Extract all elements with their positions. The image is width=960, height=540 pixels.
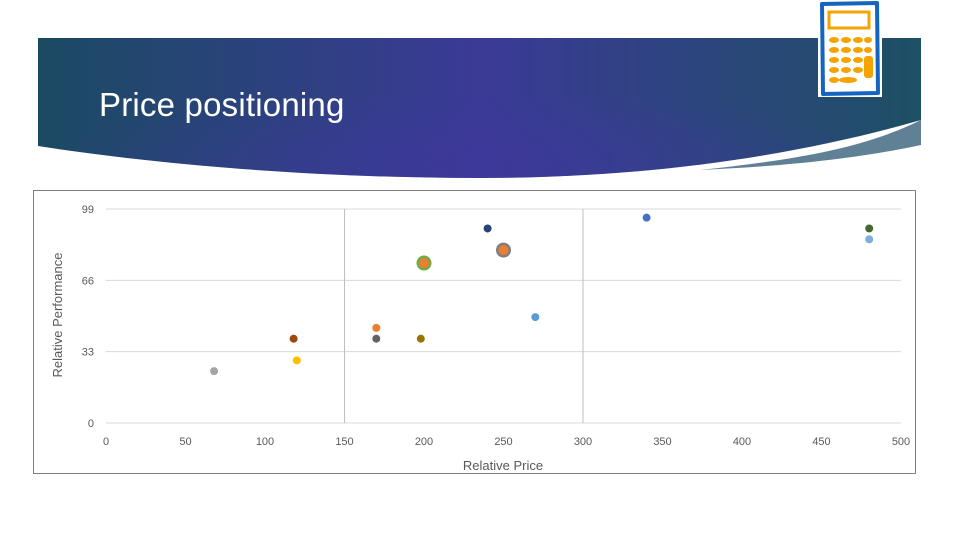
chart-plot-area: 0 50 100 150 200 250 300 350 400 450 500 0 33 66 99 R… <box>50 204 910 473</box>
reference-lines <box>344 209 584 423</box>
data-point <box>865 224 874 233</box>
x-tick-label: 50 <box>179 436 191 448</box>
x-tick-label: 150 <box>335 436 353 448</box>
x-tick-label: 200 <box>415 436 433 448</box>
title-banner <box>38 38 921 178</box>
y-tick-label: 0 <box>88 418 94 430</box>
data-point <box>372 323 381 332</box>
y-axis-ticks: 0 33 66 99 <box>82 204 94 430</box>
x-tick-label: 350 <box>653 436 671 448</box>
x-tick-label: 400 <box>733 436 751 448</box>
data-point <box>483 224 492 233</box>
x-tick-label: 250 <box>494 436 512 448</box>
data-point <box>531 313 540 322</box>
data-point <box>642 213 651 222</box>
x-axis-ticks: 0 50 100 150 200 250 300 350 400 450 500 <box>103 436 910 448</box>
scatter-chart: 0 50 100 150 200 250 300 350 400 450 500 0 33 66 99 R… <box>33 190 916 474</box>
data-point <box>865 235 874 244</box>
x-tick-label: 500 <box>892 436 910 448</box>
x-tick-label: 0 <box>103 436 109 448</box>
y-axis-title: Relative Performance <box>50 253 65 378</box>
data-point <box>289 334 298 343</box>
data-points <box>210 213 874 376</box>
x-tick-label: 300 <box>574 436 592 448</box>
data-point <box>498 245 509 256</box>
y-tick-label: 66 <box>82 275 94 287</box>
data-point <box>292 356 301 365</box>
data-point <box>372 334 381 343</box>
calculator-icon <box>818 1 882 97</box>
x-tick-label: 100 <box>256 436 274 448</box>
data-point <box>210 367 219 376</box>
x-axis-title: Relative Price <box>463 458 543 473</box>
data-point <box>419 258 429 269</box>
y-tick-label: 33 <box>82 347 94 359</box>
y-tick-label: 99 <box>82 204 94 216</box>
data-point <box>416 334 425 343</box>
x-tick-label: 450 <box>812 436 830 448</box>
slide-title: Price positioning <box>99 86 345 123</box>
gridlines <box>106 208 901 424</box>
